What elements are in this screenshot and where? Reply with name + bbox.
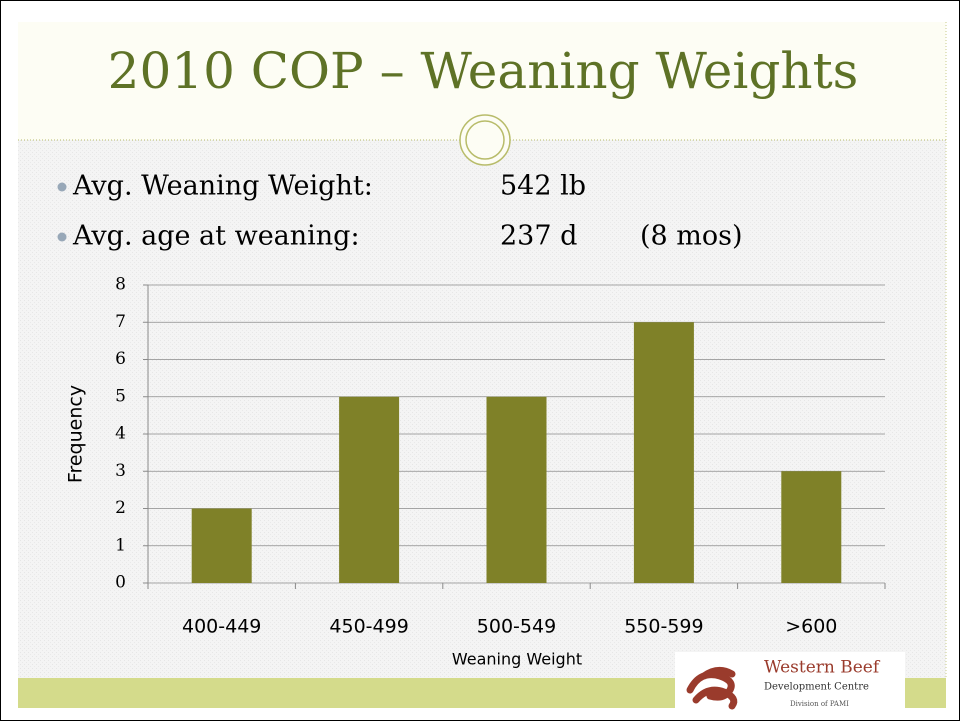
x-tick-label: 550-599 — [624, 616, 703, 638]
y-tick-label: 4 — [115, 424, 126, 444]
bar — [781, 471, 842, 583]
bar — [339, 396, 400, 583]
y-tick-label: 1 — [115, 535, 126, 555]
y-tick-label: 3 — [115, 461, 126, 481]
y-axis-label: Frequency — [65, 385, 87, 483]
slide-title: 2010 COP – Weaning Weights — [108, 42, 859, 100]
y-tick-label: 6 — [115, 349, 126, 369]
logo-line3: Division of PAMI — [790, 700, 849, 708]
ornament-outer — [459, 114, 511, 166]
y-tick-label: 2 — [115, 498, 126, 518]
bar — [191, 508, 252, 583]
logo-swirl — [686, 667, 738, 710]
logo-name: Western Beef — [764, 658, 881, 678]
bullet-value: 237 d — [500, 221, 577, 252]
bullet-value: 542 lb — [500, 171, 586, 202]
x-axis-label: Weaning Weight — [452, 650, 582, 669]
y-tick-label: 0 — [115, 573, 126, 593]
y-tick-label: 8 — [115, 275, 126, 295]
body-area — [18, 140, 946, 678]
logo-line2: Development Centre — [764, 682, 869, 693]
logo-background — [675, 652, 905, 714]
y-tick-label: 5 — [115, 386, 126, 406]
x-tick-label: 450-499 — [329, 616, 408, 638]
bullet-note: (8 mos) — [640, 221, 743, 252]
bullet-label: Avg. Weaning Weight: — [72, 171, 373, 202]
ornament-inner — [465, 120, 505, 160]
bullet-dot — [57, 182, 67, 192]
logo: Western Beef Development Centre Division… — [675, 652, 905, 714]
x-tick-label: >600 — [785, 616, 837, 638]
bullet-dot — [57, 232, 67, 242]
bullet-label: Avg. age at weaning: — [72, 221, 360, 252]
bar — [486, 396, 547, 583]
x-tick-label: 500-549 — [477, 616, 556, 638]
bar — [633, 322, 694, 583]
x-tick-label: 400-449 — [182, 616, 261, 638]
y-tick-label: 7 — [115, 312, 126, 332]
chart: Weaning Weight Frequency 0 1 2 3 4 5 6 7 8 400-44… — [65, 275, 886, 669]
